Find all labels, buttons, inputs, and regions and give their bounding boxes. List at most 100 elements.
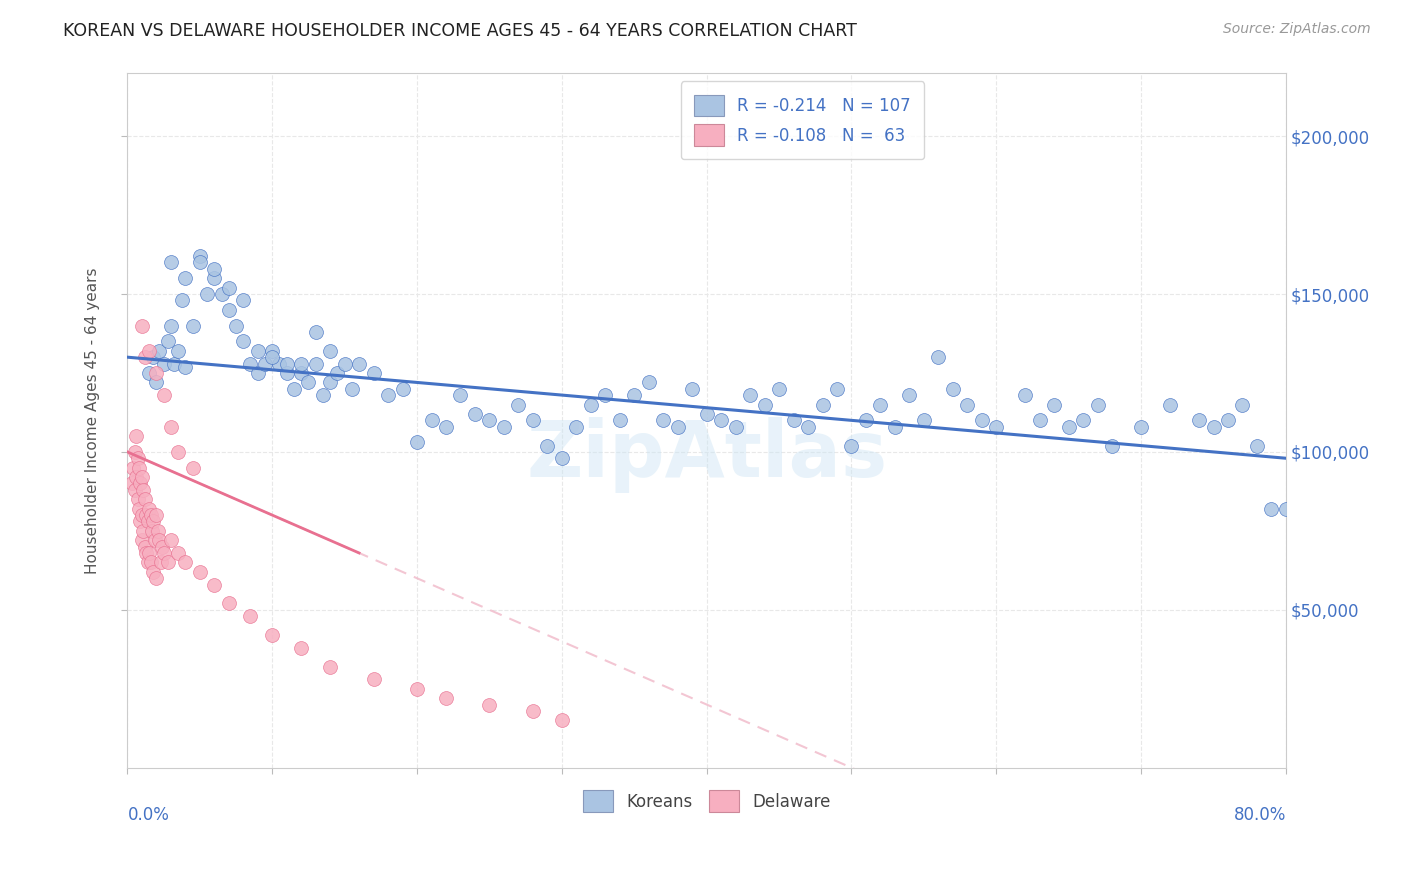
- Point: [181, 318, 204, 333]
- Point: [492, 419, 515, 434]
- Point: [377, 388, 399, 402]
- Point: [174, 556, 197, 570]
- Point: [363, 366, 385, 380]
- Point: [239, 357, 262, 371]
- Point: [125, 429, 148, 443]
- Point: [956, 398, 979, 412]
- Point: [782, 413, 804, 427]
- Point: [148, 533, 170, 548]
- Point: [232, 293, 254, 308]
- Point: [738, 388, 761, 402]
- Text: 0.0%: 0.0%: [128, 805, 169, 824]
- Point: [159, 533, 181, 548]
- Point: [1014, 388, 1036, 402]
- Point: [145, 376, 167, 390]
- Point: [188, 255, 211, 269]
- Text: 80.0%: 80.0%: [1233, 805, 1286, 824]
- Point: [855, 413, 877, 427]
- Point: [152, 546, 174, 560]
- Point: [883, 419, 905, 434]
- Point: [174, 359, 197, 374]
- Point: [464, 407, 486, 421]
- Point: [1071, 413, 1094, 427]
- Point: [129, 515, 152, 529]
- Point: [434, 691, 457, 706]
- Point: [181, 460, 204, 475]
- Point: [262, 350, 284, 364]
- Point: [269, 357, 291, 371]
- Point: [128, 460, 150, 475]
- Point: [1028, 413, 1050, 427]
- Point: [522, 413, 544, 427]
- Point: [135, 546, 157, 560]
- Point: [246, 343, 269, 358]
- Point: [1159, 398, 1181, 412]
- Point: [146, 524, 169, 538]
- Point: [637, 376, 659, 390]
- Point: [262, 628, 284, 642]
- Point: [1232, 398, 1254, 412]
- Point: [141, 524, 163, 538]
- Point: [283, 382, 305, 396]
- Point: [942, 382, 965, 396]
- Point: [150, 540, 173, 554]
- Point: [304, 325, 326, 339]
- Point: [551, 714, 574, 728]
- Point: [152, 388, 174, 402]
- Point: [319, 343, 342, 358]
- Point: [156, 556, 179, 570]
- Point: [724, 419, 747, 434]
- Point: [131, 318, 153, 333]
- Point: [290, 357, 312, 371]
- Point: [163, 357, 186, 371]
- Text: KOREAN VS DELAWARE HOUSEHOLDER INCOME AGES 45 - 64 YEARS CORRELATION CHART: KOREAN VS DELAWARE HOUSEHOLDER INCOME AG…: [63, 22, 858, 40]
- Point: [340, 382, 363, 396]
- Point: [129, 476, 152, 491]
- Point: [319, 376, 342, 390]
- Point: [138, 546, 160, 560]
- Point: [710, 413, 733, 427]
- Point: [319, 659, 342, 673]
- Point: [138, 366, 160, 380]
- Point: [134, 540, 156, 554]
- Point: [609, 413, 631, 427]
- Point: [131, 508, 153, 522]
- Point: [297, 376, 319, 390]
- Text: Source: ZipAtlas.com: Source: ZipAtlas.com: [1223, 22, 1371, 37]
- Point: [174, 271, 197, 285]
- Point: [127, 451, 149, 466]
- Point: [138, 501, 160, 516]
- Point: [1260, 501, 1282, 516]
- Point: [536, 439, 558, 453]
- Point: [681, 382, 703, 396]
- Point: [1202, 419, 1225, 434]
- Point: [138, 343, 160, 358]
- Point: [522, 704, 544, 718]
- Point: [326, 366, 349, 380]
- Point: [898, 388, 921, 402]
- Point: [565, 419, 588, 434]
- Point: [145, 508, 167, 522]
- Point: [276, 357, 298, 371]
- Point: [139, 556, 162, 570]
- Point: [218, 597, 240, 611]
- Point: [312, 388, 335, 402]
- Point: [159, 255, 181, 269]
- Point: [202, 271, 225, 285]
- Point: [127, 492, 149, 507]
- Point: [970, 413, 993, 427]
- Text: ZipAtlas: ZipAtlas: [526, 417, 887, 493]
- Point: [145, 366, 167, 380]
- Point: [195, 287, 218, 301]
- Point: [1087, 398, 1109, 412]
- Point: [142, 350, 165, 364]
- Point: [121, 476, 143, 491]
- Point: [188, 565, 211, 579]
- Point: [593, 388, 616, 402]
- Point: [232, 334, 254, 349]
- Point: [124, 445, 146, 459]
- Point: [797, 419, 820, 434]
- Point: [927, 350, 949, 364]
- Point: [142, 515, 165, 529]
- Point: [262, 343, 284, 358]
